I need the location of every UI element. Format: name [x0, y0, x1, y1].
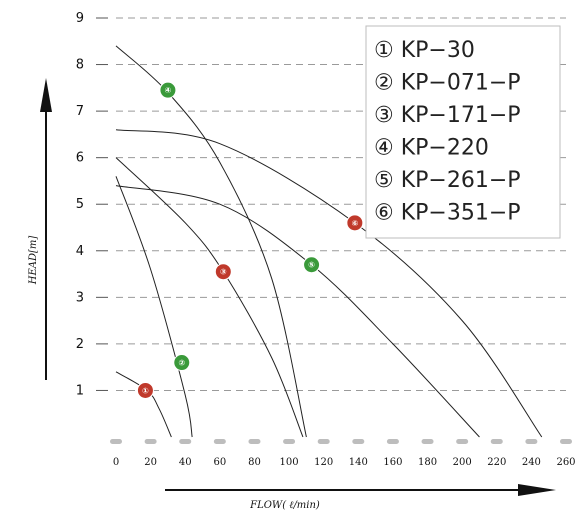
y-tick-label: 8	[76, 58, 84, 73]
x-tick-mark	[560, 439, 572, 444]
curve-marker-label: ③	[220, 268, 227, 277]
x-tick-label: 60	[213, 457, 226, 468]
legend-entry: ① KP−30	[374, 38, 475, 63]
x-tick-label: 180	[418, 457, 437, 468]
curve-marker-label: ④	[165, 86, 172, 95]
curve-marker	[346, 214, 364, 232]
x-tick-label: 160	[383, 457, 402, 468]
legend-entry: ③ KP−171−P	[374, 103, 521, 128]
legend-entry: ② KP−071−P	[374, 71, 521, 96]
legend-entry: ④ KP−220	[374, 136, 489, 161]
series-curve-4	[115, 45, 307, 438]
x-tick-label: 200	[453, 457, 472, 468]
curve-marker-label: ①	[142, 386, 149, 395]
y-tick-label: 4	[76, 244, 84, 259]
x-tick-mark	[456, 439, 469, 444]
x-tick-mark	[490, 439, 503, 444]
x-tick-label: 40	[179, 457, 192, 468]
curve-marker-label: ②	[178, 359, 185, 368]
y-tick-label: 5	[76, 197, 84, 212]
x-tick-mark	[386, 439, 399, 444]
curve-marker	[303, 256, 321, 274]
legend-entry: ⑤ KP−261−P	[374, 168, 521, 193]
y-tick-label: 6	[76, 151, 84, 166]
x-tick-labels: 0 20 40 60 80 100 120 140 160 180 200 220 240 260	[113, 457, 576, 468]
y-tick-label: 9	[76, 11, 84, 26]
curve-marker-label: ⑥	[351, 219, 358, 228]
x-tick-label: 240	[522, 457, 541, 468]
y-axis-label: HEAD[m]	[28, 236, 39, 286]
x-tick-mark	[248, 439, 261, 444]
x-tick-mark	[525, 439, 538, 444]
x-tick-label: 140	[349, 457, 368, 468]
y-tick-label: 7	[76, 104, 84, 119]
x-tick-mark	[421, 439, 434, 444]
x-tick-mark	[317, 439, 330, 444]
curve-marker	[136, 381, 154, 399]
markers: ① ② ③ ④ ⑤ ⑥	[136, 81, 364, 399]
y-tick-label: 3	[76, 290, 84, 305]
x-tick-mark	[213, 439, 226, 444]
y-tick-label: 2	[76, 337, 84, 352]
curve-marker	[159, 81, 177, 99]
x-tick-label: 120	[314, 457, 333, 468]
legend: ① KP−30 ② KP−071−P ③ KP−171−P ④ KP−220 ⑤ KP−…	[374, 38, 521, 226]
legend-entry: ⑥ KP−351−P	[374, 201, 521, 226]
curve-marker-label: ⑤	[308, 261, 315, 270]
x-tick-label: 20	[144, 457, 157, 468]
x-tick-mark	[110, 439, 122, 444]
y-axis-arrow-head	[40, 78, 52, 112]
legend-box	[365, 25, 561, 239]
x-axis-label: FLOW( ℓ/min)	[249, 500, 320, 511]
y-tick-label: 1	[76, 383, 84, 398]
x-tick-label: 100	[280, 457, 299, 468]
curve-marker	[214, 263, 232, 281]
curve-marker	[173, 354, 191, 372]
x-axis-arrow-head	[518, 484, 556, 496]
x-tick-mark	[144, 439, 157, 444]
series-curve-1	[115, 371, 172, 438]
x-tick-mark	[179, 439, 192, 444]
x-tick-label: 220	[487, 457, 506, 468]
x-tick-label: 260	[556, 457, 575, 468]
series-curve-2	[115, 176, 193, 438]
x-tick-label: 0	[113, 457, 119, 468]
x-tick-label: 80	[248, 457, 261, 468]
x-tick-mark	[283, 439, 296, 444]
x-tick-mark	[352, 439, 365, 444]
y-tick-labels: 1 2 3 4 5 6 7 8 9	[76, 11, 84, 398]
